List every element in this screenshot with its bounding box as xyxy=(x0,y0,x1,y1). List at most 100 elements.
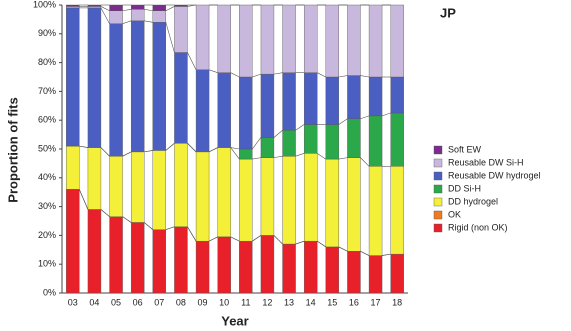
series-line xyxy=(252,73,262,78)
bar-segment xyxy=(347,251,361,294)
bar-segment xyxy=(87,4,102,7)
y-tick-label: 90% xyxy=(38,28,56,38)
bar-segment xyxy=(347,118,361,158)
bar-segment xyxy=(260,235,275,294)
bar-segment xyxy=(325,124,340,160)
series-line xyxy=(144,150,153,153)
legend-label: DD hydrogel xyxy=(448,196,498,206)
x-tick-label: 16 xyxy=(349,297,359,307)
legend-swatch xyxy=(433,145,443,155)
bar-segment xyxy=(152,10,167,23)
series-line xyxy=(165,143,175,151)
bar-segment xyxy=(368,76,383,117)
x-tick-label: 12 xyxy=(262,297,272,307)
y-axis-label: Proportion of fits xyxy=(5,97,20,202)
y-tick-label: 20% xyxy=(38,230,56,240)
bar-segment xyxy=(282,155,296,245)
bar-segment xyxy=(390,166,404,255)
series-line xyxy=(230,147,240,160)
series-line xyxy=(360,250,370,256)
x-tick-label: 11 xyxy=(241,297,250,307)
bar-segment xyxy=(152,150,167,230)
legend-swatch xyxy=(433,223,443,233)
series-line xyxy=(208,69,218,73)
bar-segment xyxy=(325,246,340,294)
bar-segment xyxy=(217,72,231,148)
bar-segment xyxy=(390,253,404,294)
series-line xyxy=(338,75,348,78)
chart-title: JP xyxy=(440,5,456,20)
bar-segment xyxy=(109,4,123,11)
bar-segment xyxy=(109,10,123,24)
bar-segment xyxy=(260,73,275,138)
bar-segment xyxy=(303,4,318,73)
series-line xyxy=(122,151,132,157)
bar-segment xyxy=(130,9,145,22)
bar-segment xyxy=(174,226,188,294)
bar-segment xyxy=(87,7,102,148)
bar-segment xyxy=(368,166,383,256)
bar-segment xyxy=(66,189,80,294)
bar-segment xyxy=(239,4,253,78)
series-line xyxy=(122,9,132,12)
bar-segment xyxy=(282,4,296,73)
series-line xyxy=(100,209,110,217)
bar-segment xyxy=(130,151,145,223)
bar-segment xyxy=(130,4,145,10)
bar-segment xyxy=(325,76,340,125)
bar-segment xyxy=(347,75,361,119)
y-tick-label: 40% xyxy=(38,172,56,182)
series-line xyxy=(230,147,240,150)
series-line xyxy=(338,157,348,160)
x-tick-label: 06 xyxy=(133,297,143,307)
bar-segment xyxy=(195,151,210,242)
legend-swatch xyxy=(433,184,443,194)
series-line xyxy=(273,235,283,245)
x-tick-label: 03 xyxy=(68,297,78,307)
bar-segment xyxy=(152,22,167,151)
bar-segment xyxy=(87,6,102,9)
series-line xyxy=(295,124,305,131)
x-tick-label: 13 xyxy=(284,297,294,307)
series-line xyxy=(382,253,391,256)
series-line xyxy=(100,6,110,12)
bar-segment xyxy=(217,4,231,73)
bar-segment xyxy=(109,155,123,217)
bar-segment xyxy=(195,69,210,153)
bar-segment xyxy=(347,4,361,76)
bar-segment xyxy=(282,72,296,131)
series-line xyxy=(208,236,218,242)
legend-label: Rigid (non OK) xyxy=(448,222,508,232)
bar-segment xyxy=(239,76,253,150)
series-line xyxy=(273,155,283,158)
series-line xyxy=(252,137,262,150)
x-tick-label: 08 xyxy=(176,297,186,307)
x-tick-label: 09 xyxy=(198,297,208,307)
y-tick-label: 100% xyxy=(33,0,56,9)
series-line xyxy=(144,9,153,12)
x-tick-label: 17 xyxy=(371,297,381,307)
y-tick-label: 30% xyxy=(38,201,56,211)
bar-segment xyxy=(390,76,404,114)
series-line xyxy=(144,20,153,23)
bar-segment xyxy=(368,4,383,78)
bar-segment xyxy=(325,4,340,78)
bar-segment xyxy=(217,236,231,294)
bar-segment xyxy=(347,157,361,252)
bar-segment xyxy=(66,6,80,9)
y-tick-label: 10% xyxy=(38,259,56,269)
series-line xyxy=(360,115,370,120)
bar-segment xyxy=(260,137,275,158)
series-line xyxy=(143,222,154,230)
bar-segment xyxy=(390,112,404,167)
y-tick-label: 60% xyxy=(38,115,56,125)
legend-label: DD Si-H xyxy=(448,183,481,193)
bar-segment xyxy=(239,240,253,294)
bar-segment xyxy=(66,4,80,7)
series-line xyxy=(317,72,326,78)
bar-segment xyxy=(109,23,123,157)
bar-segment xyxy=(217,147,231,238)
bar-segment xyxy=(325,158,340,248)
legend-label: OK xyxy=(448,209,461,219)
bar-segment xyxy=(195,240,210,294)
